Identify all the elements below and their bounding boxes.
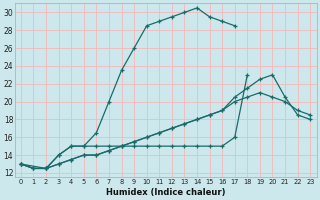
X-axis label: Humidex (Indice chaleur): Humidex (Indice chaleur) xyxy=(106,188,225,197)
